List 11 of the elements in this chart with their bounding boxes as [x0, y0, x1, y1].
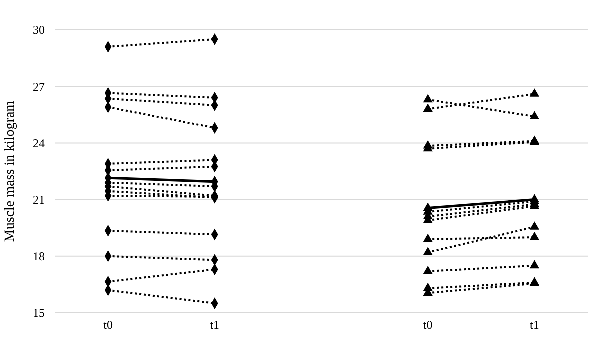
y-tick-label: 24: [33, 136, 45, 150]
x-tick-label: t1: [210, 318, 220, 332]
y-axis-title: Muscle mass in kilogram: [3, 100, 18, 242]
y-tick-label: 30: [33, 23, 45, 38]
y-tick-label: 15: [33, 306, 45, 320]
x-tick-label: t0: [104, 318, 113, 332]
y-tick-label: 18: [33, 250, 45, 264]
x-tick-label: t0: [423, 318, 433, 332]
x-tick-label: t1: [530, 318, 540, 332]
y-tick-label: 27: [33, 80, 45, 94]
y-tick-label: 21: [33, 193, 45, 207]
